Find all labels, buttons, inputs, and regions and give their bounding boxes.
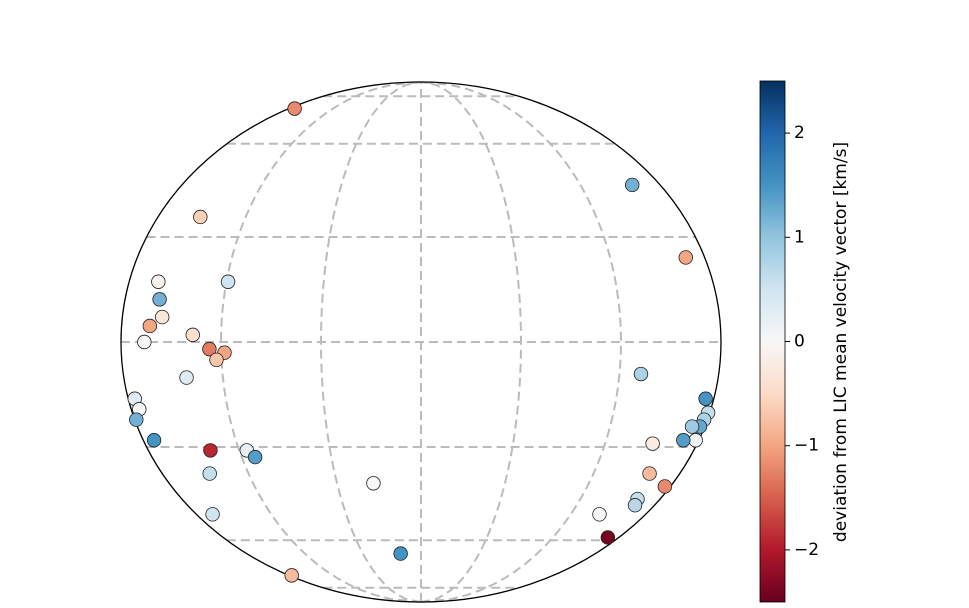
colorbar xyxy=(759,80,786,603)
points xyxy=(127,101,716,583)
point xyxy=(627,498,643,513)
grid-line xyxy=(420,81,623,603)
point xyxy=(284,568,299,583)
point xyxy=(247,449,263,465)
point xyxy=(185,327,200,343)
map-border xyxy=(120,81,722,603)
point xyxy=(205,507,220,522)
grid-line xyxy=(219,81,422,603)
colorbar-label: deviation from LIC mean velocity vector … xyxy=(831,142,851,542)
point xyxy=(209,352,224,368)
point xyxy=(684,419,700,434)
point xyxy=(152,292,167,307)
point xyxy=(642,466,657,481)
point xyxy=(193,209,208,225)
colorbar-tick-label: −1 xyxy=(794,436,819,456)
point xyxy=(220,274,236,289)
colorbar-tick-label: 1 xyxy=(794,227,805,247)
point xyxy=(624,177,640,193)
point xyxy=(146,433,162,448)
point xyxy=(154,309,170,325)
colorbar-tick-label: 0 xyxy=(794,332,805,352)
grid xyxy=(121,81,721,603)
grid-line xyxy=(420,81,523,603)
point xyxy=(151,274,166,289)
point xyxy=(592,507,607,522)
point xyxy=(142,318,158,334)
point xyxy=(179,370,194,385)
point xyxy=(688,433,703,448)
point xyxy=(393,546,408,561)
point xyxy=(633,366,649,382)
point xyxy=(645,436,660,451)
grid-line xyxy=(319,81,422,603)
point xyxy=(657,479,673,494)
point xyxy=(698,391,713,406)
point xyxy=(676,433,691,448)
point xyxy=(678,250,693,265)
point xyxy=(202,341,217,357)
point xyxy=(202,466,217,481)
point xyxy=(287,101,302,116)
point xyxy=(366,476,381,491)
point xyxy=(203,443,218,458)
point xyxy=(137,334,152,350)
point xyxy=(129,412,144,427)
point xyxy=(600,530,616,545)
colorbar-tick-label: −2 xyxy=(794,540,819,560)
colorbar-tick-label: 2 xyxy=(794,123,805,143)
